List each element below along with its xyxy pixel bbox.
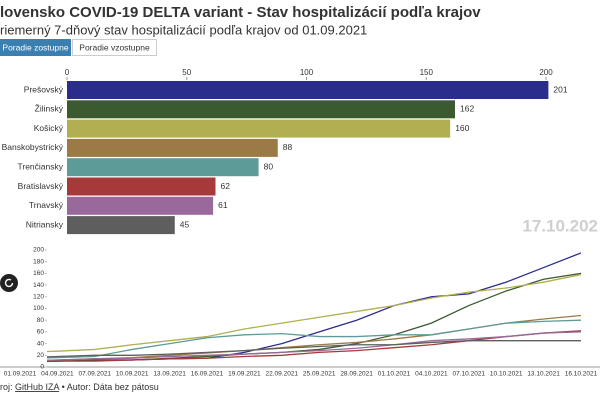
bar <box>67 177 216 196</box>
line <box>47 330 582 363</box>
bar <box>67 119 451 138</box>
x-tick-label: 22.09.2021 <box>266 371 299 378</box>
value-label: 62 <box>220 181 230 191</box>
x-tick-label: 19.09.2021 <box>228 371 261 378</box>
y-tick-label: 40 <box>37 340 45 347</box>
x-tick-label: 07.10.2021 <box>453 371 486 378</box>
footer-link[interactable]: GitHub IZA <box>15 382 60 392</box>
footer-prefix: roj: <box>0 382 13 392</box>
category-label: Trnavský <box>29 200 64 210</box>
category-label: Bratislavský <box>18 181 64 191</box>
bar <box>67 100 455 119</box>
category-label: Trenčiansky <box>17 161 63 171</box>
value-label: 160 <box>455 123 469 133</box>
line <box>47 273 582 353</box>
y-tick-label: 80 <box>37 317 45 324</box>
x-tick-label: 28.09.2021 <box>340 371 373 378</box>
button-bg[interactable] <box>0 39 71 56</box>
line <box>47 331 582 361</box>
title: lovensko COVID-19 DELTA variant - Stav h… <box>0 4 481 21</box>
replay-button[interactable] <box>0 274 18 292</box>
bar <box>67 196 214 215</box>
x-tick-label: 07.09.2021 <box>79 371 112 378</box>
x-tick-label: 16.09.2021 <box>191 371 224 378</box>
bar <box>67 216 175 235</box>
x-tick-label: 01.10.2021 <box>378 371 411 378</box>
x-tick-label: 13.09.2021 <box>153 371 186 378</box>
subtitle: riemerný 7-dňový stav hospitalizácií pod… <box>0 22 367 37</box>
category-label: Banskobystrický <box>2 142 64 152</box>
x-tick-label: 10.10.2021 <box>490 371 523 378</box>
category-label: Prešovský <box>24 84 64 94</box>
y-tick-label: 120 <box>33 294 44 301</box>
x-tick-label: 150 <box>420 68 434 77</box>
category-label: Nitriansky <box>26 219 64 229</box>
x-tick-label: 04.09.2021 <box>41 371 74 378</box>
x-tick-label: 25.09.2021 <box>303 371 336 378</box>
button-bg[interactable] <box>72 39 157 56</box>
x-tick-label: 04.10.2021 <box>415 371 448 378</box>
x-tick-label: 16.10.2021 <box>565 371 598 378</box>
y-tick-label: 60 <box>37 329 45 336</box>
y-tick-label: 160 <box>33 270 44 277</box>
button[interactable]: Poradie zostupne <box>2 42 68 52</box>
plot <box>47 252 582 363</box>
footer: roj: GitHub IZA • Autor: Dáta bez pátosu <box>0 382 159 392</box>
line <box>47 319 582 359</box>
bar <box>67 81 549 99</box>
footer-suffix: • Autor: Dáta bez pátosu <box>62 382 159 392</box>
y-tick-label: 140 <box>33 282 44 289</box>
bar <box>67 158 259 177</box>
x-tick-label: 10.09.2021 <box>116 371 149 378</box>
x-tick-label: 01.09.2021 <box>4 371 37 378</box>
category-label: Žilinský <box>35 104 64 114</box>
line <box>47 252 582 362</box>
y-tick-label: 200 <box>33 247 44 254</box>
y-tick-label: 20 <box>37 352 45 359</box>
value-label: 45 <box>180 219 190 229</box>
y-tick-label: 180 <box>33 258 44 265</box>
category-label: Košický <box>34 123 64 133</box>
y-tick-label: 0 <box>40 364 44 371</box>
value-label: 88 <box>283 142 293 152</box>
value-label: 162 <box>460 104 474 114</box>
x-tick-label: 13.10.2021 <box>527 371 560 378</box>
value-label: 80 <box>264 161 274 171</box>
line <box>47 340 581 358</box>
replay-icon <box>4 278 14 288</box>
bar <box>67 138 278 157</box>
button[interactable]: Poradie vzostupne <box>79 42 150 52</box>
value-label: 61 <box>218 200 228 210</box>
x-tick-label: 200 <box>539 68 553 77</box>
value-label: 201 <box>553 84 567 94</box>
y-tick-label: 100 <box>33 305 44 312</box>
x-tick-label: 50 <box>182 68 191 77</box>
date-label: 17.10.202 <box>522 216 598 235</box>
x-tick-label: 0 <box>65 68 70 77</box>
x-tick-label: 100 <box>300 68 314 77</box>
